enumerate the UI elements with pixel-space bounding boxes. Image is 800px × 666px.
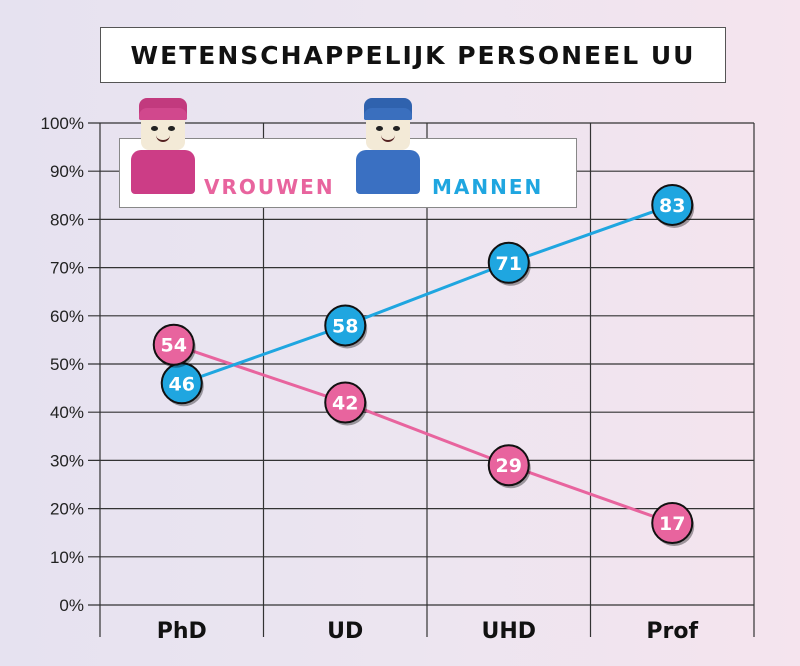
- legend-label-women: VROUWEN: [204, 175, 335, 199]
- series-line-mannen: [181, 203, 673, 385]
- series-lines: [173, 203, 673, 525]
- pink-woman-figure-icon: [131, 98, 195, 194]
- data-point-vrouwen: [152, 323, 195, 366]
- data-label: 17: [659, 513, 685, 535]
- y-tick-label: 30%: [50, 451, 84, 470]
- data-point-mannen: [324, 304, 367, 347]
- data-point-mannen: [651, 183, 694, 226]
- data-label: 83: [659, 195, 685, 217]
- legend: [119, 138, 577, 208]
- chart-title-box: WETENSCHAPPELIJK PERSONEEL UU: [100, 27, 726, 83]
- x-category-label: Prof: [646, 619, 698, 644]
- data-label: 46: [169, 373, 195, 395]
- y-tick-label: 70%: [50, 259, 84, 278]
- y-axis-tick-labels: 0% 10% 20% 30% 40% 50% 60% 70% 80% 90% 100%: [41, 114, 84, 615]
- y-tick-label: 100%: [41, 114, 84, 133]
- series-points: 46 58 71 83 54 42 29 17: [152, 183, 695, 547]
- data-label: 29: [496, 455, 522, 477]
- x-category-label: PhD: [157, 619, 207, 644]
- y-tick-label: 0%: [59, 596, 84, 615]
- data-point-vrouwen: [487, 444, 530, 487]
- blue-man-figure-icon: [356, 98, 420, 194]
- legend-label-men: MANNEN: [432, 175, 544, 199]
- data-point-mannen: [487, 241, 530, 284]
- data-point-vrouwen: [324, 381, 367, 424]
- y-tick-label: 10%: [50, 548, 84, 567]
- y-tick-label: 40%: [50, 403, 84, 422]
- x-axis-category-labels: PhD UD UHD Prof: [157, 619, 699, 644]
- vertical-gridlines: [99, 123, 755, 637]
- x-category-label: UD: [327, 619, 363, 644]
- y-tick-label: 80%: [50, 210, 84, 229]
- data-label: 42: [332, 393, 358, 415]
- y-tick-label: 90%: [50, 162, 84, 181]
- y-tick-label: 20%: [50, 500, 84, 519]
- y-tick-label: 60%: [50, 307, 84, 326]
- data-label: 71: [496, 253, 522, 275]
- chart-title: WETENSCHAPPELIJK PERSONEEL UU: [130, 40, 696, 70]
- data-label: 54: [161, 335, 187, 357]
- x-category-label: UHD: [481, 619, 536, 644]
- data-point-vrouwen: [651, 502, 694, 545]
- series-line-vrouwen: [173, 343, 673, 525]
- y-tick-label: 50%: [50, 355, 84, 374]
- data-label: 58: [332, 315, 358, 337]
